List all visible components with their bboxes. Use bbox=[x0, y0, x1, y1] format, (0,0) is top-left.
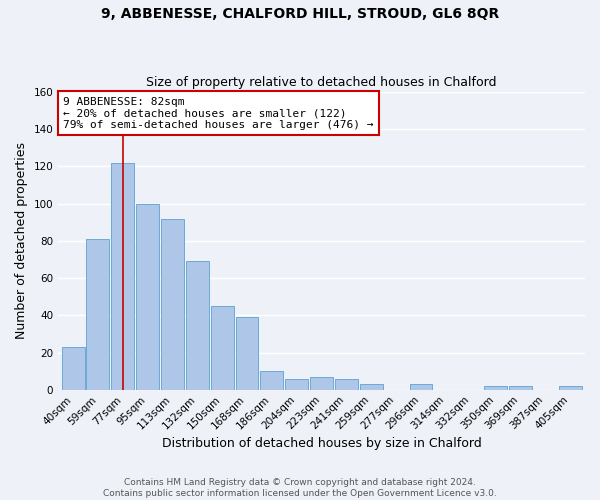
Bar bbox=[236, 317, 259, 390]
Text: 9 ABBENESSE: 82sqm
← 20% of detached houses are smaller (122)
79% of semi-detach: 9 ABBENESSE: 82sqm ← 20% of detached hou… bbox=[64, 96, 374, 130]
Bar bbox=[360, 384, 383, 390]
Bar bbox=[310, 376, 333, 390]
Bar bbox=[161, 218, 184, 390]
Bar bbox=[484, 386, 507, 390]
Bar bbox=[335, 378, 358, 390]
Bar bbox=[112, 163, 134, 390]
Y-axis label: Number of detached properties: Number of detached properties bbox=[15, 142, 28, 340]
Bar bbox=[286, 378, 308, 390]
Bar bbox=[410, 384, 433, 390]
Bar bbox=[186, 262, 209, 390]
Title: Size of property relative to detached houses in Chalford: Size of property relative to detached ho… bbox=[146, 76, 497, 90]
Text: Contains HM Land Registry data © Crown copyright and database right 2024.
Contai: Contains HM Land Registry data © Crown c… bbox=[103, 478, 497, 498]
Text: 9, ABBENESSE, CHALFORD HILL, STROUD, GL6 8QR: 9, ABBENESSE, CHALFORD HILL, STROUD, GL6… bbox=[101, 8, 499, 22]
X-axis label: Distribution of detached houses by size in Chalford: Distribution of detached houses by size … bbox=[162, 437, 481, 450]
Bar bbox=[62, 347, 85, 390]
Bar bbox=[260, 371, 283, 390]
Bar bbox=[136, 204, 159, 390]
Bar bbox=[211, 306, 233, 390]
Bar bbox=[86, 239, 109, 390]
Bar bbox=[559, 386, 581, 390]
Bar bbox=[509, 386, 532, 390]
